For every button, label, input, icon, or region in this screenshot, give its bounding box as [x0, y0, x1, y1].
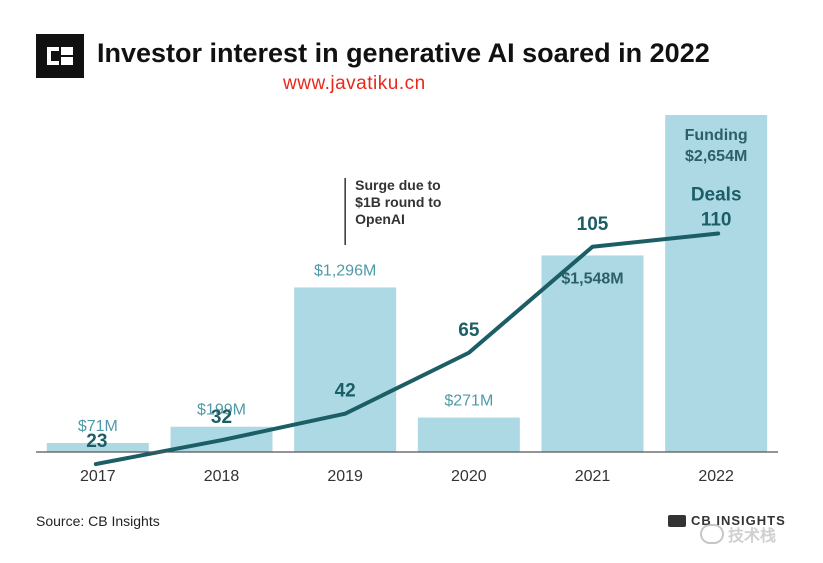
deals-label-2021: 105 [577, 214, 609, 235]
watermark-text: www.javatiku.cn [283, 73, 426, 94]
source-note: Source: CB Insights [36, 513, 160, 529]
funding-series-name: Funding [685, 127, 748, 144]
funding-label-2021: $1,548M [561, 270, 623, 287]
cb-insights-logo-icon [36, 34, 84, 78]
annotation-text-line-2: $1B round to [355, 194, 441, 210]
funding-label-2022: $2,654M [685, 148, 747, 165]
deals-line [93, 231, 721, 467]
funding-label-2019: $1,296M [314, 262, 376, 279]
chat-bubble-icon [700, 524, 724, 544]
annotation-text-line-3: OpenAI [355, 211, 405, 227]
annotation-text-line-1: Surge due to [355, 177, 441, 193]
watermark-badge: 技术栈 [700, 522, 776, 546]
brand-logo-icon [668, 514, 686, 527]
funding-bar-2017 [46, 442, 149, 452]
deals-label-2017: 23 [86, 431, 107, 452]
chart-title: Investor interest in generative AI soare… [97, 38, 710, 68]
x-tick-label-2017: 2017 [80, 468, 116, 485]
funding-label-2020: $271M [444, 393, 493, 410]
funding-label-2017: $71M [78, 418, 118, 435]
x-tick-label-2020: 2020 [451, 468, 487, 485]
x-tick-label-2022: 2022 [698, 468, 734, 485]
x-tick-label-2018: 2018 [204, 468, 240, 485]
labels-group: $71M $199M $1,296M $271M $1,548M $2,654M Fundi… [78, 127, 748, 452]
deals-label-2018: 32 [211, 407, 232, 428]
funding-bar-2020 [417, 417, 520, 452]
x-tick-label-2019: 2019 [327, 468, 363, 485]
deals-label-2019: 42 [335, 381, 356, 402]
deals-line-group [93, 231, 721, 467]
x-axis: 2017 2018 2019 2020 2021 2022 [36, 451, 778, 485]
funding-bar-2022 [665, 115, 768, 452]
deals-label-2020: 65 [458, 320, 480, 341]
funding-label-2018: $199M [197, 402, 246, 419]
deals-series-name: Deals [691, 185, 742, 206]
watermark-badge-text: 技术栈 [728, 528, 777, 545]
funding-bar-2019 [294, 287, 397, 452]
deals-label-2022: 110 [701, 210, 732, 231]
bars-group [46, 115, 768, 452]
x-tick-label-2021: 2021 [575, 468, 611, 485]
funding-bar-2021 [541, 255, 644, 452]
